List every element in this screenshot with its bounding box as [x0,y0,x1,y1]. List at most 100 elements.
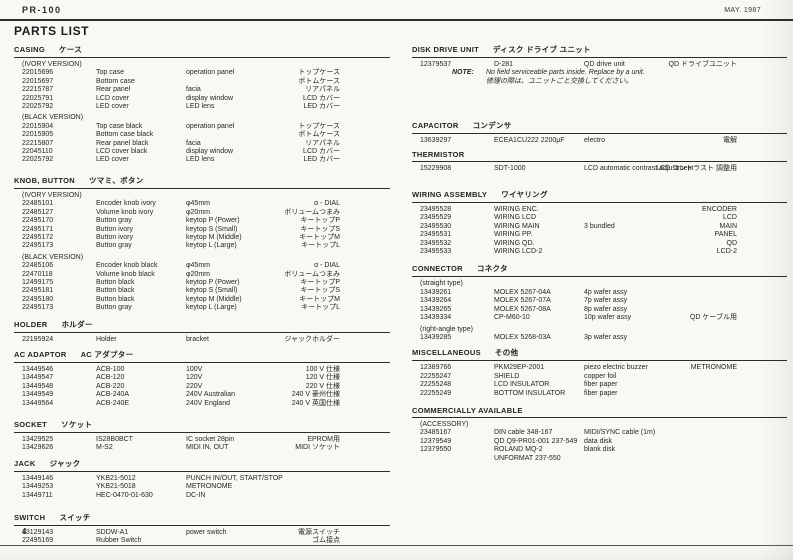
part-row: 22025792 LED cover LED lens LED カバー [14,103,390,111]
japanese-name-cell: キートップP [300,217,340,225]
spec-cell: 120V [186,374,203,382]
japanese-name-cell: LCD カバー [303,148,340,156]
part-number-cell: 22495170 [22,217,54,225]
part-row: 23495530 WIRING MAIN 3 bundled MAIN [412,223,787,231]
spec-cell: MIDI/SYNC cable (1m) [584,429,656,437]
section-title-jp: コネクタ [476,264,508,274]
section-rows: 13449546 ACB-100 100V 100 V 仕様 13449547 ACB-1… [14,366,390,408]
description-cell: QD Q9-PR01-001 237-549 [494,437,578,445]
spec-cell: DC-IN [186,491,206,499]
part-number-cell: 13449549 [22,391,54,399]
japanese-name-cell: キートップL [301,304,340,312]
section-rows: 13449146 YKB21-5012 PUNCH IN/OUT, START/ST… [14,475,390,500]
part-number-cell: 13449253 [22,483,54,491]
spec-cell: φ20mm [186,208,210,216]
part-row: 13449549 ACB-240A 240V Australian 240 V 豪州仕… [14,391,390,399]
spec-cell: fiber paper [584,381,618,389]
section-jack: JACK ジャック 13449146 YKB21-5012 PUNCH IN/OUT, … [14,458,390,500]
spec-cell: φ45mm [186,200,210,208]
description-cell [494,421,584,429]
section-title-en: THERMISTOR [412,149,465,159]
part-number-cell: 12389766 [420,364,452,372]
part-row: 22015697 Bottom case ボトムケース [14,78,390,86]
part-number-cell [420,455,494,463]
part-row: 22495171 Button ivory keytop S (Small) キートッ… [14,226,390,234]
model-label: PR-100 [22,5,62,15]
part-number-cell: (ACCESSORY) [420,420,469,428]
part-number-cell: (right-angle type) [420,325,473,333]
part-number-cell: 23495531 [420,231,452,239]
part-number-cell: 22195924 [22,335,54,343]
right-column: DISK DRIVE UNIT ディスク ドライブ ユニット 12379537 D-2… [412,44,787,546]
description-cell: Button black [96,295,135,303]
japanese-name-cell: トップケース [298,122,340,130]
section-thermistor: THERMISTOR 15229908 SDT-1000 LCD automatic … [412,150,787,173]
section-title: SOCKET ソケット [14,419,390,433]
part-row: 12499175 Button black keytop P (Power) キートッ… [14,279,390,287]
part-number-cell: (BLACK VERSION) [22,114,84,122]
part-row: 12379537 D-281 QD drive unit QD ドライブユニット [412,61,787,69]
section-title-jp: ディスク ドライブ ユニット [493,45,591,54]
section-title: HOLDER ホルダー [14,319,390,333]
spec-cell: facia [186,139,201,147]
part-row: 13449547 ACB-120 120V 120 V 仕様 [14,374,390,382]
section-title-en: CONNECTOR [412,264,463,274]
date-label: MAY. 1987 [724,7,761,14]
part-row: 13439264 MOLEX 5267-07A 7p wafer assy [412,297,787,305]
note-text: No field serviceable parts inside. Repla… [486,69,645,77]
part-row: 22045110 LCD cover black display window LCD… [14,148,390,156]
part-row: 22255247 SHIELD copper foil [412,373,787,381]
description-cell [494,326,584,334]
section-title-jp: ソケット [61,420,93,429]
section-rows: 15229908 SDT-1000 LCD automatic contrast a… [412,165,787,173]
part-number-cell: 23495532 [420,239,452,247]
section-title: DISK DRIVE UNIT ディスク ドライブ ユニット [412,44,787,58]
spec-cell: electro [584,137,606,145]
japanese-name-cell: ボトムケース [298,77,340,85]
part-number-cell: 23495528 [420,206,452,214]
japanese-name-cell: QD ドライブユニット [668,61,737,68]
description-cell: Top case [96,69,125,77]
page-title: PARTS LIST [14,24,90,38]
japanese-name-cell: キートップM [299,233,340,241]
part-number-cell: 13439285 [420,333,452,341]
part-number-cell: 22495173 [22,242,54,250]
description-cell: Encoder knob ivory [96,200,156,208]
part-row: (BLACK VERSION) [14,254,390,262]
section-rows: (IVORY VERSION) 22485101 Encoder knob ivor… [14,192,390,313]
section-title-en: HOLDER [14,319,48,329]
japanese-name-cell: リアパネル [305,86,340,94]
description-cell: WIRING MAIN [494,222,540,230]
part-row: 22195924 Holder bracket ジャックホルダー [14,336,390,344]
japanese-name-cell: α - DIAL [314,262,340,270]
part-number-cell: 22485127 [22,208,54,216]
part-number-cell: 13449547 [22,374,54,382]
section-rows: 23495528 WIRING ENC. ENCODER 23495529 WIRING… [412,206,787,256]
part-number-cell: 12379537 [420,61,452,68]
part-row: 23495531 WIRING PP. PANEL [412,231,787,239]
japanese-name-cell: キートップS [300,287,340,295]
description-cell: IS28B0BCT [96,436,133,443]
description-cell: DIN cable 348-167 [494,429,553,437]
spec-cell: 240V England [186,399,230,407]
part-number-cell: 22485101 [22,200,54,208]
spec-cell: piezo electric buzzer [584,364,648,372]
part-row: 23495532 WIRING QD. QD [412,240,787,248]
japanese-name-cell: 電源スイッチ [298,529,340,537]
description-cell: MOLEX 5267-08A [494,305,551,313]
description-cell: CP-M60-10 [494,314,530,322]
spec-cell: 240V Australian [186,391,236,399]
part-number-cell: 13449564 [22,399,54,407]
section-title-jp: ワイヤリング [501,190,548,200]
part-row: 13439285 MOLEX 5268-03A 3p wafer assy [412,334,787,342]
part-row: 22025792 LED cover LED lens LED カバー [14,156,390,164]
japanese-name-cell: QD ケーブル用 [689,314,737,322]
spec-cell: bracket [186,335,209,343]
section-wiring-assembly: WIRING ASSEMBLY ワイヤリング 23495528 WIRING ENC.… [412,189,787,256]
japanese-name-cell: ボトムケース [298,131,340,139]
part-number-cell: 13129143 [22,529,54,537]
spec-cell: operation panel [186,69,235,77]
section-rows: (straight type) 13439261 MOLEX 5267-04A 4p … [412,280,787,342]
description-cell: Bottom case [96,77,135,85]
part-row: 22485101 Encoder knob ivory φ45mm α - DIAL [14,200,390,208]
